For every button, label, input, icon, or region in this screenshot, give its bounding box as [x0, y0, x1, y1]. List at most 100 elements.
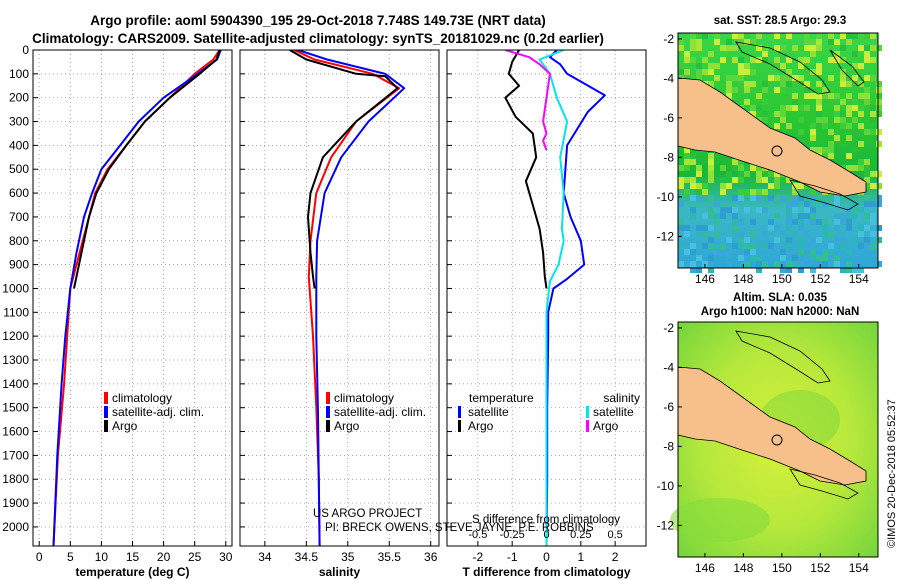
sst-pixel [768, 225, 774, 231]
sst-pixel [870, 117, 876, 123]
temperature-legend: climatology satellite-adj. clim. Argo [104, 391, 204, 433]
sst-pixel [858, 243, 864, 249]
sst-pixel [870, 219, 876, 225]
sst-pixel [708, 213, 714, 219]
sst-pixel [834, 105, 840, 111]
sst-pixel [678, 63, 684, 69]
sst-pixel [798, 249, 804, 255]
sst-pixel [858, 159, 864, 165]
sst-pixel [720, 165, 726, 171]
sst-pixel [828, 153, 834, 159]
sst-pixel [870, 33, 876, 39]
sst-pixel [852, 213, 858, 219]
sst-pixel [804, 81, 810, 87]
legend-swatch-t-satellite [458, 406, 461, 418]
x-tick-label: 36 [424, 550, 438, 564]
sst-pixel [786, 237, 792, 243]
sst-pixel [792, 255, 798, 261]
sst-pixel [798, 225, 804, 231]
x-axis-label: temperature (deg C) [75, 565, 189, 579]
sst-pixel [798, 45, 804, 51]
sst-pixel [810, 45, 816, 51]
sst-map-frame [677, 32, 879, 269]
island-outline-4 [735, 330, 831, 384]
sst-pixel [756, 189, 762, 195]
sst-pixel [876, 183, 882, 189]
sst-pixel [678, 165, 684, 171]
salinity-panel: 34 34.5 35 35.5 36 salinity [239, 49, 440, 579]
map-x-tick-label: 152 [810, 272, 830, 286]
sst-pixel [858, 225, 864, 231]
sst-pixel [876, 45, 882, 51]
sst-pixel [846, 165, 852, 171]
sst-pixel [810, 219, 816, 225]
sst-pixel [726, 57, 732, 63]
y-tick-label: 1100 [3, 305, 29, 319]
sst-pixel [822, 243, 828, 249]
sst-pixel [708, 225, 714, 231]
sst-pixel [714, 63, 720, 69]
sst-pixel [780, 75, 786, 81]
sla-map-title-2: Argo h1000: NaN h2000: NaN [701, 306, 860, 318]
x-tick-label: 34.5 [295, 550, 319, 564]
sst-pixel [870, 105, 876, 111]
sla-map-title-1: Altim. SLA: 0.035 [733, 292, 828, 304]
sst-pixel [702, 33, 708, 39]
sst-pixel [750, 57, 756, 63]
plot-frame [32, 49, 233, 547]
sst-pixel [738, 195, 744, 201]
sst-pixel [702, 183, 708, 189]
sst-pixel [684, 57, 690, 63]
x-tick-label: 2 [612, 550, 619, 564]
sst-pixel [750, 189, 756, 195]
series-line-temperature-argo [504, 50, 548, 289]
sst-pixel [798, 75, 804, 81]
sst-pixel [858, 93, 864, 99]
series-line-satellite-adj-clim- [52, 50, 222, 546]
sst-pixel [786, 33, 792, 39]
sst-pixel [828, 39, 834, 45]
sst-pixel [798, 243, 804, 249]
sst-pixel [816, 93, 822, 99]
sst-pixel [792, 99, 798, 105]
sst-pixel [876, 93, 882, 99]
sst-pixel [834, 57, 840, 63]
sst-pixel [678, 51, 684, 57]
sst-pixel [858, 129, 864, 135]
sst-pixel [780, 231, 786, 237]
legend-label-climatology: climatology [112, 391, 172, 405]
sst-pixel [684, 189, 690, 195]
sst-pixel [738, 57, 744, 63]
sst-pixel [852, 33, 858, 39]
sst-pixel [774, 57, 780, 63]
sst-pixel [816, 237, 822, 243]
sst-pixel [774, 123, 780, 129]
sst-pixel [858, 141, 864, 147]
sst-pixel [720, 189, 726, 195]
sst-pixel [678, 183, 684, 189]
sst-pixel [792, 261, 798, 267]
sst-pixel [786, 81, 792, 87]
sst-pixel [840, 57, 846, 63]
sst-pixel [684, 261, 690, 267]
series-line-salinity-satellite [538, 50, 569, 546]
project-annotation: US ARGO PROJECT [313, 508, 422, 520]
sst-pixel [822, 225, 828, 231]
sst-pixel [870, 243, 876, 249]
sst-pixel [756, 93, 762, 99]
sst-pixel [846, 33, 852, 39]
sst-pixel [816, 33, 822, 39]
map-y-tick-label: -10 [657, 190, 675, 204]
legend-swatch-argo [326, 420, 330, 432]
sst-pixel [846, 261, 852, 267]
sst-pixel [786, 267, 792, 273]
sst-pixel [678, 177, 684, 183]
sst-pixel [684, 231, 690, 237]
sst-map-ticks: 146 148 150 152 154 -2 -4 -6 -8 -10 -12 [657, 32, 869, 286]
map-y-tick-label: -12 [657, 518, 675, 532]
sst-pixel [840, 117, 846, 123]
legend-swatch-t-argo [458, 420, 461, 432]
island-outline-2 [829, 49, 865, 87]
sst-pixel [708, 243, 714, 249]
y-tick-label: 200 [9, 91, 29, 105]
